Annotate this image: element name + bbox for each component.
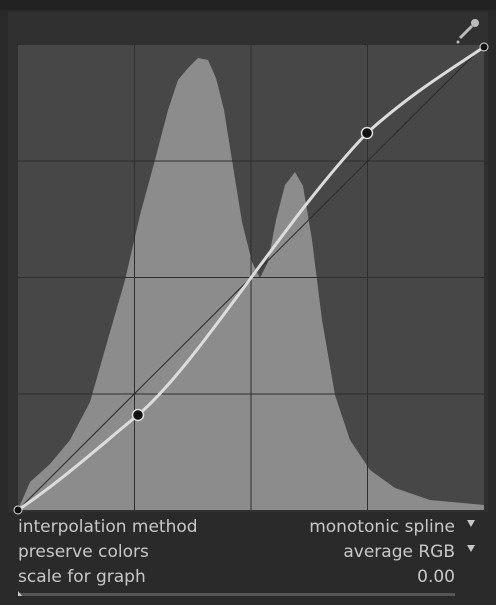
control-value[interactable]: 0.00 — [417, 567, 455, 587]
curve-node[interactable] — [131, 408, 145, 422]
picker-icon[interactable] — [456, 19, 480, 44]
slider-marker[interactable] — [18, 591, 22, 596]
curve-node[interactable] — [479, 42, 489, 52]
picker-drop — [456, 40, 460, 44]
curve-node[interactable] — [13, 505, 23, 515]
control-label: preserve colors — [18, 542, 149, 562]
control-value[interactable]: average RGB — [343, 542, 455, 562]
tone-curve[interactable] — [17, 45, 485, 512]
curve-node[interactable] — [360, 126, 374, 140]
picker-head — [471, 19, 479, 27]
control-value[interactable]: monotonic spline — [309, 517, 455, 537]
picker-stem — [458, 24, 474, 40]
control-label: scale for graph — [18, 567, 146, 587]
slider-track[interactable] — [18, 593, 455, 596]
control-label: interpolation method — [18, 517, 198, 537]
dropdown-arrow[interactable] — [467, 520, 475, 527]
dropdown-arrow[interactable] — [467, 545, 475, 552]
top-strip — [0, 0, 496, 10]
